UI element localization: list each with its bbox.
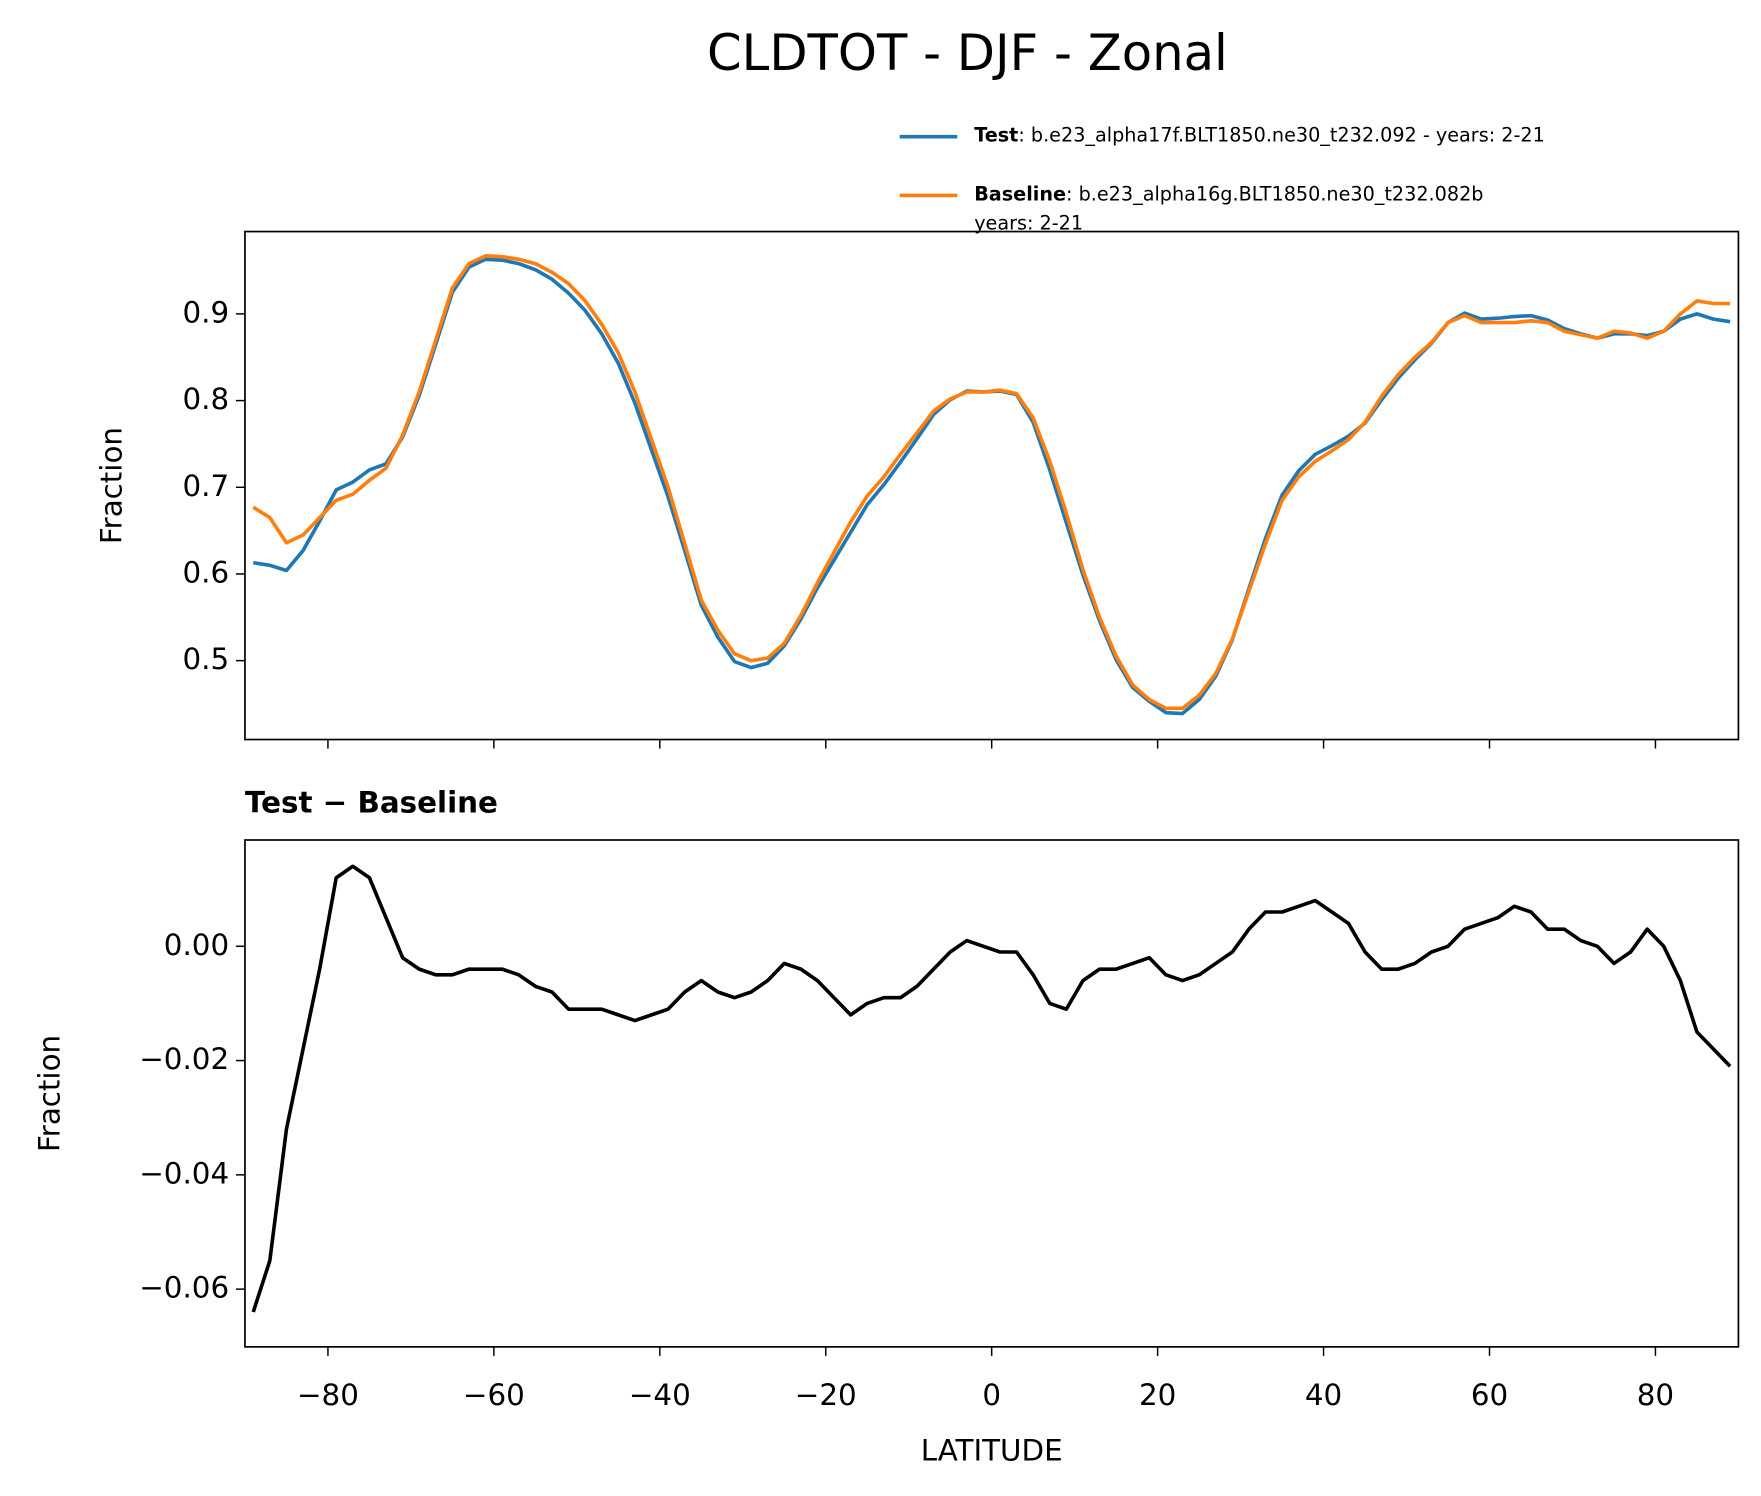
series-line: [252, 254, 1731, 711]
chart-title: CLDTOT - DJF - Zonal: [707, 24, 1228, 82]
y-tick-label: 0.8: [182, 382, 229, 416]
y-tick-label: 0.7: [182, 469, 229, 503]
y-tick-label: −0.04: [139, 1156, 229, 1190]
legend-case: : b.e23_alpha17f.BLT1850.ne30_t232.092 -…: [1018, 123, 1544, 146]
x-tick-label: 80: [1637, 1378, 1674, 1412]
legend-case: : b.e23_alpha16g.BLT1850.ne30_t232.082b: [1066, 182, 1483, 205]
y-tick-label: −0.02: [139, 1042, 229, 1076]
series-line: [251, 864, 1732, 1313]
y-axis-label: Fraction: [94, 427, 128, 544]
x-axis-label: LATITUDE: [921, 1433, 1063, 1467]
y-tick-label: 0.00: [164, 928, 229, 962]
series-line: [252, 257, 1731, 716]
x-tick-label: 20: [1139, 1378, 1176, 1412]
x-tick-label: −60: [463, 1378, 525, 1412]
axes-frame: [244, 230, 1740, 741]
legend-name: Baseline: [974, 182, 1066, 205]
x-tick-label: 60: [1471, 1378, 1508, 1412]
legend-label: years: 2-21: [974, 211, 1083, 234]
legend-label: Baseline: b.e23_alpha16g.BLT1850.ne30_t2…: [974, 182, 1483, 205]
y-axis-label: Fraction: [32, 1035, 66, 1152]
x-tick-label: −20: [795, 1378, 857, 1412]
legend-label: Test: b.e23_alpha17f.BLT1850.ne30_t232.0…: [974, 123, 1545, 146]
legend-name: Test: [974, 123, 1018, 146]
x-tick-label: 0: [982, 1378, 1001, 1412]
y-tick-label: −0.06: [139, 1271, 229, 1305]
axes-frame: [244, 839, 1740, 1348]
y-tick-label: 0.6: [182, 555, 229, 589]
x-tick-label: 40: [1305, 1378, 1342, 1412]
subplot-title: Test − Baseline: [245, 785, 498, 819]
legend-case: years: 2-21: [974, 211, 1083, 234]
y-tick-label: 0.5: [182, 642, 229, 676]
x-tick-label: −80: [297, 1378, 359, 1412]
y-tick-label: 0.9: [182, 295, 229, 329]
x-tick-label: −40: [629, 1378, 691, 1412]
